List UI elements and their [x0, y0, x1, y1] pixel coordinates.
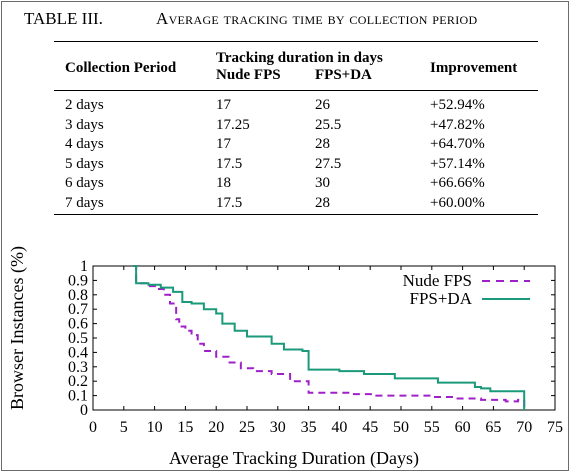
x-tick-label: 60 [455, 419, 471, 436]
header-collection-period: Collection Period [65, 60, 177, 76]
y-axis-label: Browser Instances (%) [7, 246, 28, 410]
x-tick-label: 45 [362, 419, 378, 436]
x-tick-label: 25 [239, 419, 255, 436]
cell-fps-da: 26 [315, 97, 330, 113]
series-line-fps-da [133, 265, 526, 410]
y-tick-label: 0.4 [68, 344, 88, 361]
x-tick-label: 70 [516, 419, 532, 436]
cell-collection-period: 7 days [65, 195, 104, 211]
y-tick-label: 0.1 [68, 388, 88, 405]
y-tick-label: 0.9 [68, 272, 88, 289]
y-tick-label: 0 [80, 402, 88, 419]
x-tick-label: 5 [120, 419, 128, 436]
header-improvement: Improvement [430, 60, 518, 76]
cell-collection-period: 5 days [65, 155, 104, 172]
cell-improvement: +60.00% [430, 195, 485, 211]
series-line-nude-fps [133, 265, 526, 410]
y-tick-label: 0.2 [68, 373, 88, 390]
header-fps-da: FPS+DA [315, 67, 372, 83]
header-tracking-duration: Tracking duration in days [216, 50, 383, 66]
cell-fps-da: 27.5 [315, 155, 342, 172]
x-tick-label: 40 [331, 419, 347, 436]
cell-fps-da: 28 [315, 136, 330, 153]
x-axis-label: Average Tracking Duration (Days) [169, 448, 419, 469]
y-tick-label: 0.8 [68, 287, 88, 304]
table-number: TABLE III. [24, 9, 103, 28]
x-tick-label: 15 [177, 419, 193, 436]
cell-nude-fps: 18 [216, 175, 231, 192]
cell-collection-period: 3 days [65, 116, 104, 133]
table-title: Average tracking time by collection peri… [156, 9, 478, 28]
x-tick-label: 10 [147, 419, 163, 436]
x-tick-label: 65 [485, 419, 501, 436]
y-tick-label: 0.6 [68, 316, 88, 333]
cell-fps-da: 25.5 [315, 116, 342, 133]
cell-nude-fps: 17.5 [216, 195, 243, 211]
y-tick-label: 1 [80, 258, 88, 275]
cell-fps-da: 28 [315, 195, 330, 211]
cell-improvement: +66.66% [430, 175, 485, 192]
legend-label: FPS+DA [409, 289, 472, 308]
x-tick-label: 20 [208, 419, 224, 436]
cell-improvement: +57.14% [430, 155, 485, 172]
cell-fps-da: 30 [315, 175, 330, 192]
x-tick-label: 55 [424, 419, 440, 436]
x-tick-label: 50 [393, 419, 409, 436]
cell-collection-period: 2 days [65, 97, 104, 113]
cell-nude-fps: 17 [216, 136, 231, 153]
cell-improvement: +64.70% [430, 136, 485, 153]
cell-collection-period: 4 days [65, 136, 104, 153]
legend-label: Nude FPS [403, 271, 472, 290]
y-tick-label: 0.5 [68, 330, 88, 347]
x-tick-label: 35 [301, 419, 317, 436]
cell-nude-fps: 17 [216, 97, 231, 113]
cell-nude-fps: 17.25 [216, 116, 250, 133]
x-tick-label: 75 [547, 419, 563, 436]
header-nude-fps: Nude FPS [216, 67, 281, 83]
table-top-rule [54, 41, 538, 42]
cell-collection-period: 6 days [65, 175, 104, 192]
y-tick-label: 0.7 [68, 301, 88, 318]
table-caption: TABLE III. Average tracking time by colle… [24, 9, 477, 29]
cell-improvement: +52.94% [430, 97, 485, 113]
cell-improvement: +47.82% [430, 116, 485, 133]
x-tick-label: 0 [89, 419, 97, 436]
table-header-rule [54, 90, 538, 91]
cell-nude-fps: 17.5 [216, 155, 243, 172]
table-bottom-rule [54, 214, 538, 215]
x-tick-label: 30 [270, 419, 286, 436]
y-tick-label: 0.3 [68, 359, 88, 376]
